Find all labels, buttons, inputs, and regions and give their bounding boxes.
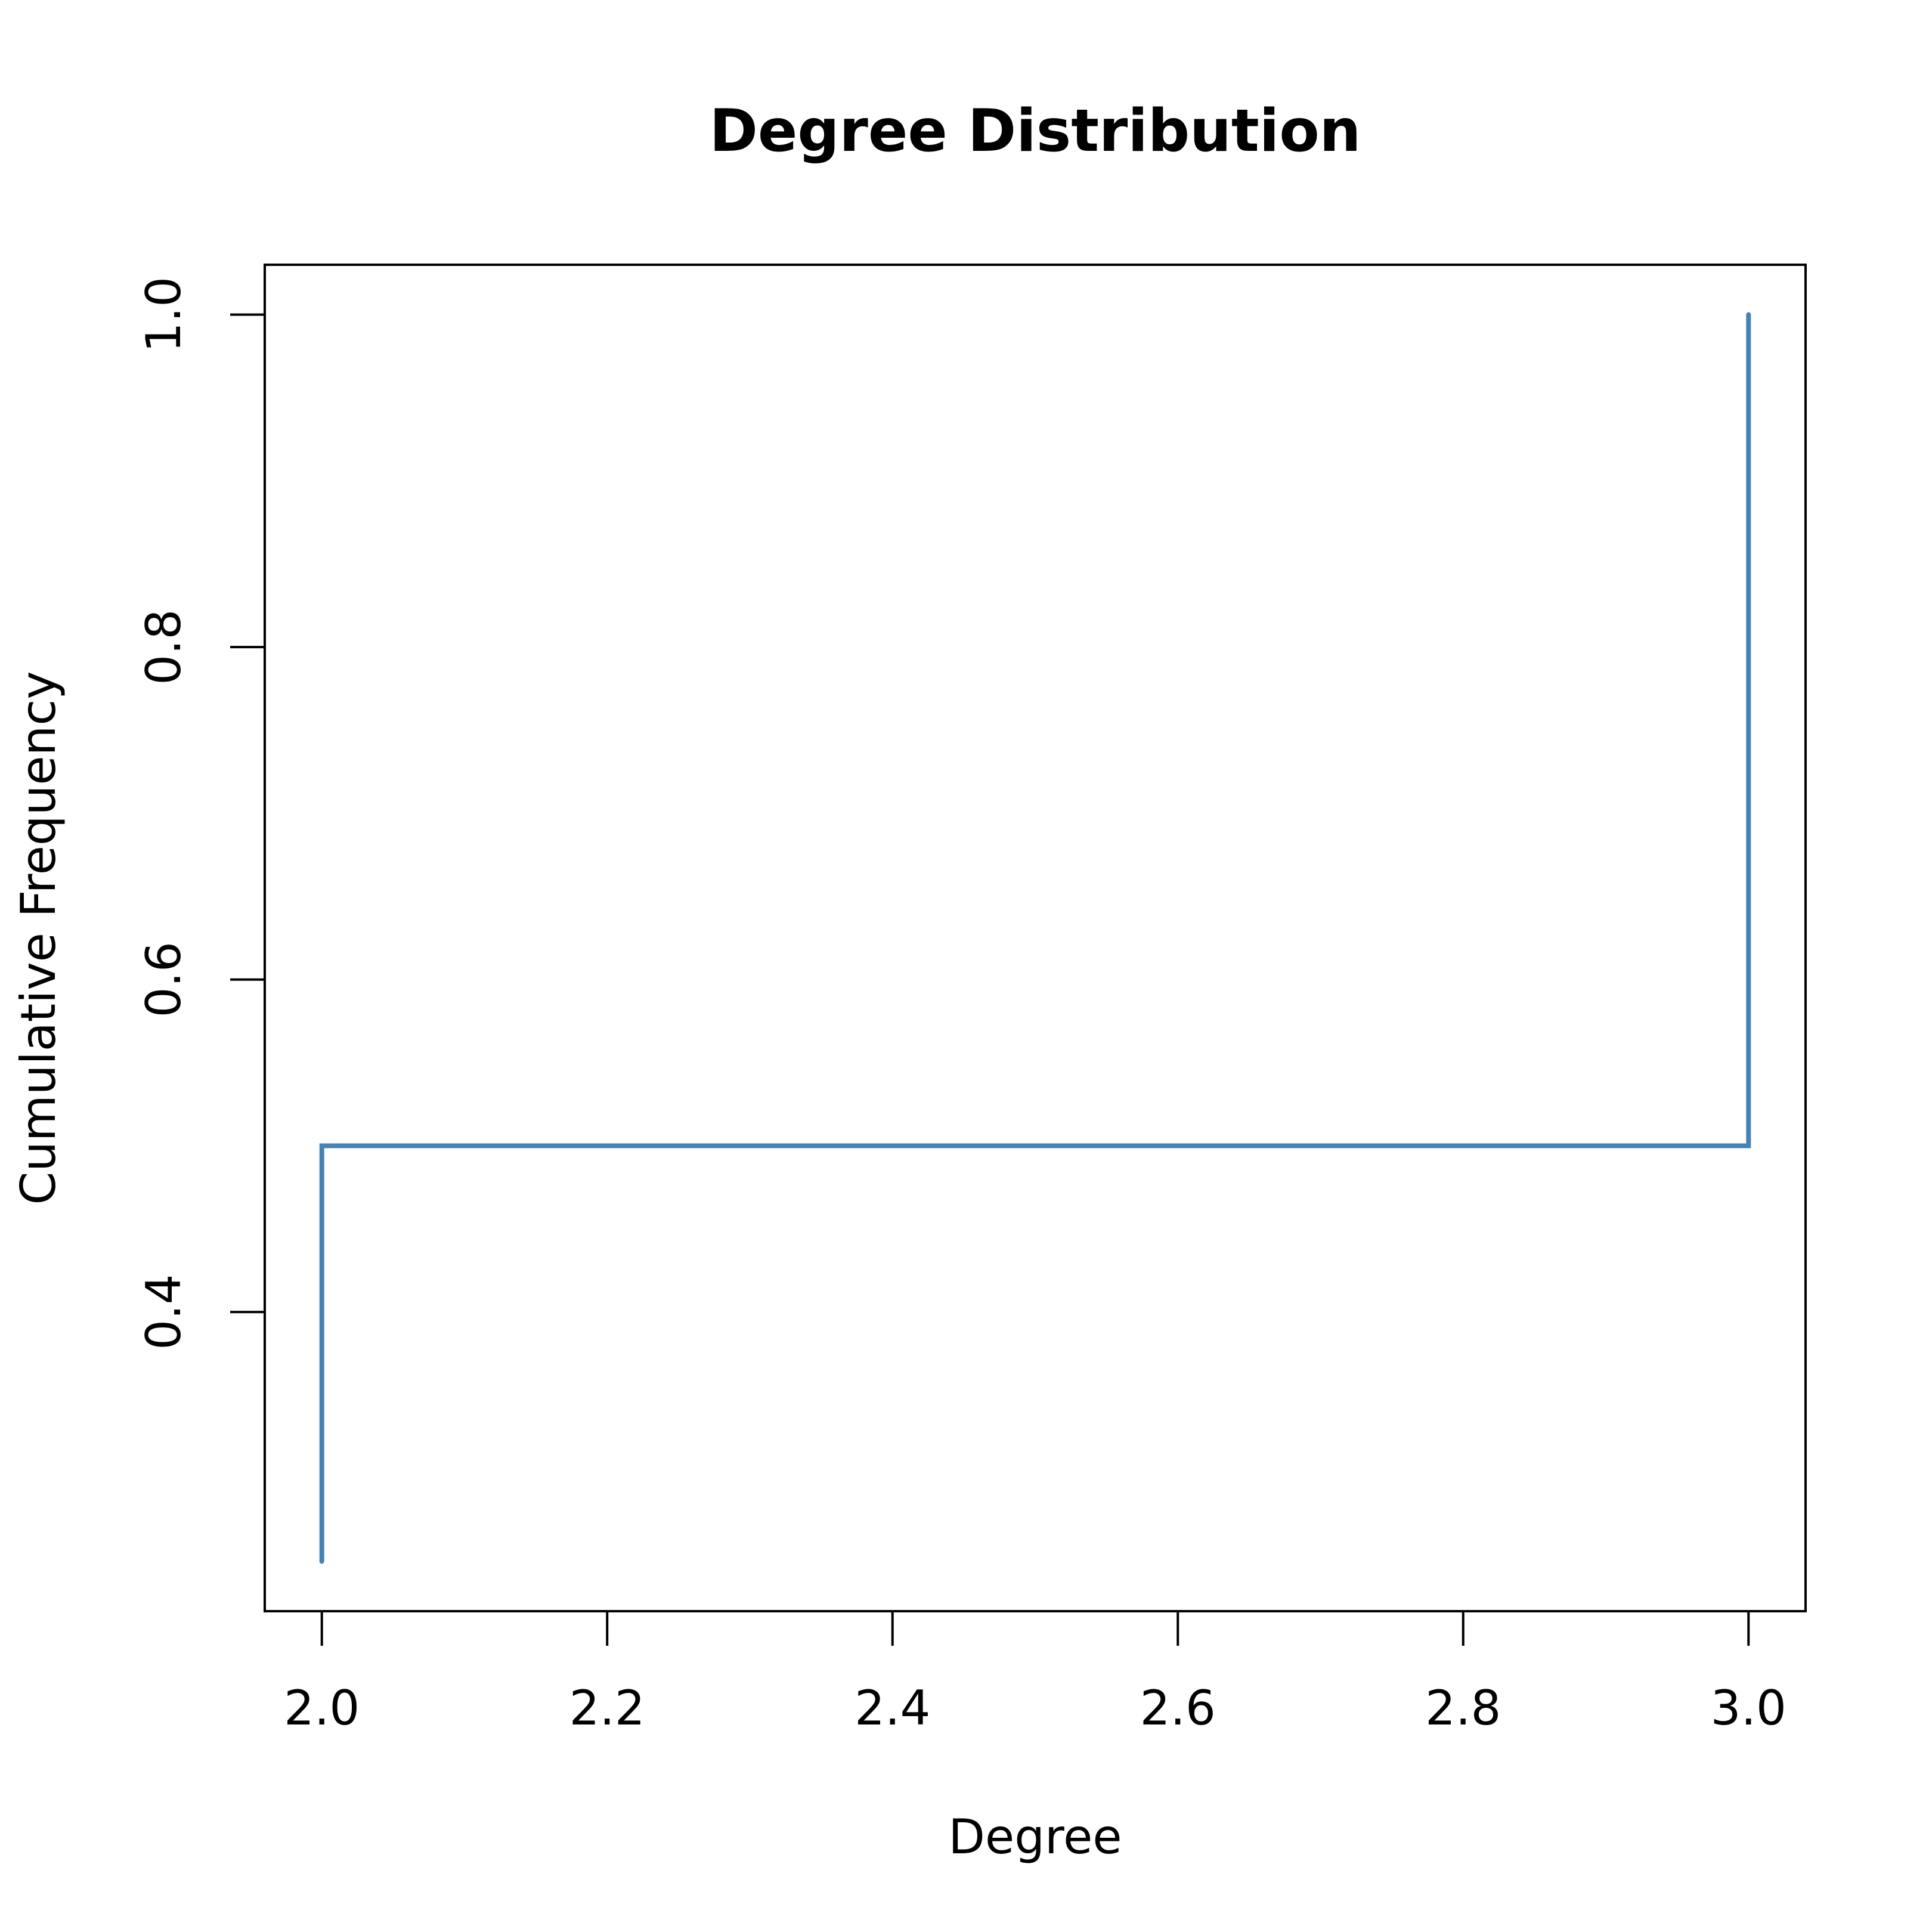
x-tick-label: 2.8 — [1425, 1680, 1501, 1736]
data-line — [319, 312, 1751, 1564]
y-tick-label: 0.6 — [136, 942, 191, 1017]
y-axis-label: Cumulative Frequency — [11, 671, 66, 1205]
x-tick-label: 2.0 — [284, 1680, 360, 1736]
x-tick-label: 2.2 — [569, 1680, 645, 1736]
y-tick-label: 0.4 — [136, 1274, 191, 1350]
plot-frame — [264, 264, 1807, 1612]
chart-title: Degree Distribution — [710, 97, 1361, 165]
x-axis-label: Degree — [948, 1809, 1122, 1865]
x-tick-label: 2.4 — [854, 1680, 930, 1736]
x-tick-label: 2.6 — [1140, 1680, 1216, 1736]
y-tick-label: 0.8 — [136, 609, 191, 685]
y-tick-label: 1.0 — [136, 277, 191, 352]
x-tick-label: 3.0 — [1711, 1680, 1787, 1736]
